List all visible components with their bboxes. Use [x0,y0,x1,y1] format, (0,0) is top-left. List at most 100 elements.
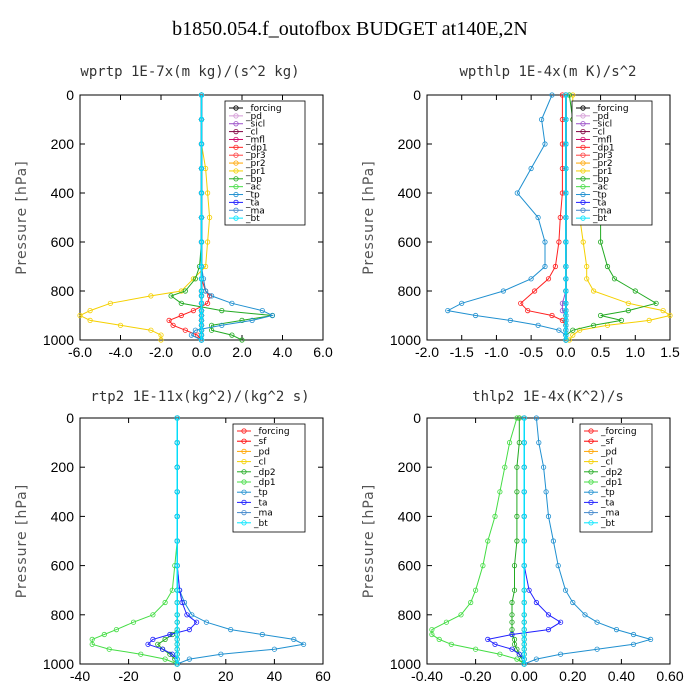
data-point [113,626,120,633]
legend-marker [241,458,247,465]
legend-marker [241,469,247,475]
legend-marker [588,489,594,495]
data-point [580,239,586,245]
data-point [291,636,297,643]
y-tick-label: 800 [398,283,422,299]
legend-entry: _forcing [245,104,282,114]
legend-entry: _pd [600,447,617,457]
x-tick-label: 0.00 [511,668,538,684]
data-point [178,312,184,319]
data-point [198,116,205,123]
data-point [528,276,534,282]
legend-entry: _ma [245,206,265,216]
data-point [169,587,175,593]
y-axis-label: Pressure [hPa] [14,484,30,598]
legend-marker [241,509,247,516]
y-tick-label: 0 [66,87,74,103]
legend-entry: _ma [592,206,612,216]
legend-marker [588,458,594,465]
x-tick-label: -0.40 [411,668,443,684]
legend-marker [233,160,239,166]
data-point [174,562,180,569]
y-tick-label: 400 [51,508,75,524]
data-point [521,631,527,638]
legend-marker [588,438,594,444]
data-point [563,116,569,123]
data-point [472,646,479,652]
panel-4: thlp2 1E-4x(K^2)/s Pressure [hPa] -0.40 -0.… [361,389,684,684]
y-tick-label: 200 [398,136,422,152]
data-point [509,646,515,652]
data-point [582,612,588,618]
legend-marker [580,191,586,198]
x-tick-label: 6.0 [313,344,333,360]
legend-entry: _cl [253,458,266,468]
legend-entry: _bp [245,175,262,185]
data-point [472,312,479,319]
data-point [198,307,205,314]
data-point [198,322,205,328]
data-point [570,92,576,98]
data-point [584,276,590,282]
data-point [516,415,522,421]
panel-3: rtp2 1E-11x(kg^2)/(kg^2 s) Pressure [hPa]… [14,389,331,684]
legend-marker [588,479,594,485]
data-point [563,300,569,306]
y-tick-label: 1000 [390,332,421,348]
data-point [198,190,205,196]
data-point [577,327,583,333]
x-tick-label: -2.0 [149,344,173,360]
legend-entry: _tp [253,488,268,498]
data-point [429,631,435,638]
data-point [194,619,200,625]
data-point [542,141,548,147]
legend-marker [580,160,586,166]
data-point [563,327,569,333]
legend-marker [580,168,586,174]
data-point [198,317,205,323]
x-tick-label: 0 [173,668,181,684]
data-point [259,307,265,314]
legend-entry: _dp1 [253,478,276,488]
data-point [205,190,211,196]
data-point [625,300,631,306]
legend-entry: _dp1 [592,143,615,153]
data-point [188,332,194,338]
data-point [174,587,180,593]
x-tick-label: 0.5 [591,344,611,360]
data-point [566,337,572,343]
data-point [563,332,569,338]
legend-entry: _ta [592,198,607,208]
legend-marker [588,428,594,434]
data-point [590,322,597,328]
data-point [219,322,225,328]
data-point [566,92,572,98]
data-point [559,116,566,123]
data-point [167,631,173,638]
data-point [229,332,235,338]
data-point [521,656,527,662]
data-point [502,464,508,470]
data-point [198,141,205,147]
legend-marker [241,428,247,434]
data-point [150,636,156,643]
data-point [533,656,540,662]
data-point [184,612,190,618]
data-point [563,263,569,270]
data-point [545,626,552,633]
data-point [485,538,491,544]
data-point [584,263,590,270]
series-group [429,415,654,667]
data-point [552,263,559,270]
data-point [436,636,442,643]
data-point [198,288,205,294]
data-point [186,656,192,662]
data-point [563,165,569,172]
y-tick-label: 400 [51,185,75,201]
data-point [514,646,520,652]
data-point [205,239,211,245]
legend-entry: _pr3 [245,151,266,161]
data-point [521,626,527,633]
data-point [101,631,107,638]
